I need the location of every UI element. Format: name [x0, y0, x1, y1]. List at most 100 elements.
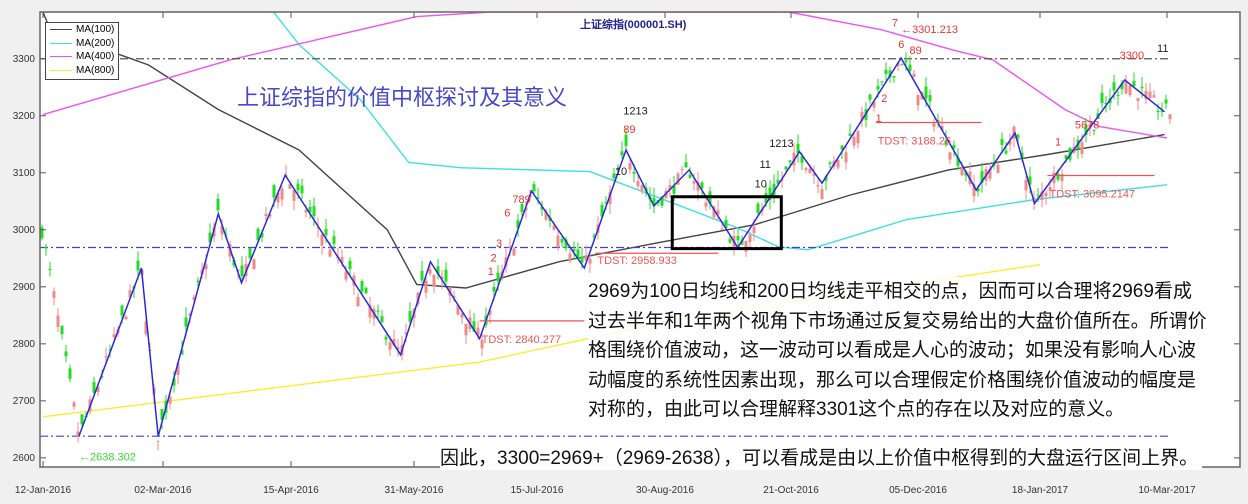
candle-body: [700, 182, 704, 189]
candle-body: [316, 227, 320, 229]
candle-body: [420, 270, 424, 281]
candle-body: [424, 280, 428, 293]
candle-body: [320, 234, 324, 246]
candle-body: [948, 152, 952, 160]
candle-body: [516, 220, 520, 229]
candle-body: [916, 94, 920, 106]
paragraph-line: 过去半年和1年两个视角下市场通过反复交易给出的大盘价值所在。所谓价: [588, 310, 1207, 332]
candle-body: [816, 185, 820, 187]
x-tick-label: 05-Dec-2016: [889, 485, 947, 496]
candle-body: [40, 227, 44, 239]
candle-body: [404, 332, 408, 335]
candle-body: [908, 64, 912, 71]
candle-body: [876, 85, 880, 90]
candle-body: [456, 305, 460, 315]
legend-item: MA(200): [46, 37, 118, 51]
candle-body: [600, 205, 604, 217]
candle-body: [576, 249, 580, 259]
candle-body: [532, 184, 536, 192]
candle-body: [188, 313, 192, 317]
y-tick-label: 2700: [13, 396, 36, 407]
candle-body: [972, 184, 976, 197]
candle-body: [280, 188, 284, 200]
candle-body: [184, 317, 188, 327]
candle-body: [96, 386, 100, 393]
candle-body: [1056, 173, 1060, 180]
count-annotation: 3300: [1120, 50, 1144, 62]
candle-body: [772, 183, 776, 196]
x-tick-label: 31-May-2016: [385, 485, 444, 496]
candle-body: [924, 86, 928, 99]
x-tick-label: 21-Oct-2016: [763, 485, 819, 496]
candle-body: [712, 206, 716, 218]
candle-body: [860, 111, 864, 121]
candle-body: [268, 214, 272, 217]
candle-body: [680, 169, 684, 171]
chart-title: 上证综指(000001.SH): [580, 19, 687, 31]
candle-body: [324, 228, 328, 236]
candle-body: [564, 239, 568, 249]
x-tick-label: 10-Mar-2017: [1138, 485, 1196, 496]
text-annotations: TDST: 2840.277 TDST: 2958.933 TDST: 3188.2…: [79, 18, 1168, 464]
candle-body: [756, 203, 760, 213]
candle-body: [128, 290, 132, 298]
candle-body: [368, 304, 372, 318]
candle-body: [1048, 187, 1052, 191]
candle-body: [512, 248, 516, 256]
candle-body: [192, 297, 196, 300]
candle-body: [820, 189, 824, 200]
y-tick-label: 2600: [13, 453, 36, 464]
count-annotation: 11: [760, 159, 771, 171]
zigzag-line: [78, 56, 1165, 437]
candle-body: [272, 185, 276, 198]
candle-body: [1164, 99, 1168, 104]
candle-body: [824, 176, 828, 181]
tdst-label: TDST: 2840.277: [482, 334, 561, 346]
candle-body: [744, 241, 748, 252]
candle-body: [736, 235, 740, 241]
candle-body: [308, 206, 312, 213]
candle-body: [676, 173, 680, 185]
count-annotation: 2: [491, 253, 497, 265]
candle-body: [160, 408, 164, 420]
candle-body: [868, 94, 872, 100]
candle-body: [928, 95, 932, 102]
candle-body: [196, 280, 200, 283]
candle-body: [1112, 82, 1116, 91]
count-annotation: 1213: [623, 106, 647, 118]
candle-body: [800, 156, 804, 163]
candle-body: [552, 225, 556, 230]
count-annotation: 89: [910, 45, 922, 57]
candle-body: [344, 271, 348, 280]
consolidation-box: [670, 195, 783, 251]
candle-body: [364, 288, 368, 294]
candle-body: [60, 326, 64, 335]
count-annotation: 3: [496, 238, 502, 250]
candle-body: [540, 206, 544, 210]
candle-body: [752, 226, 756, 234]
candle-body: [716, 210, 720, 215]
candle-body: [728, 239, 732, 243]
x-tick-label: 15-Jul-2016: [511, 485, 564, 496]
candle-body: [136, 260, 140, 271]
candle-body: [720, 228, 724, 230]
candle-body: [312, 206, 316, 216]
count-annotation: ←2638.302: [79, 452, 136, 464]
candle-body: [572, 249, 576, 252]
ma-line-MA400: [42, 12, 1168, 139]
candle-body: [568, 253, 572, 262]
candle-body: [508, 246, 512, 248]
candle-body: [1036, 194, 1040, 196]
candle-body: [392, 339, 396, 346]
candle-body: [520, 203, 524, 212]
candle-body: [304, 210, 308, 213]
candle-body: [292, 190, 296, 201]
candle-body: [380, 316, 384, 323]
candle-body: [1136, 98, 1140, 101]
candle-body: [408, 311, 412, 322]
candle-body: [1044, 192, 1048, 197]
candle-body: [940, 125, 944, 131]
candle-body: [952, 144, 956, 148]
candle-body: [1104, 102, 1108, 104]
candle-body: [436, 266, 440, 275]
